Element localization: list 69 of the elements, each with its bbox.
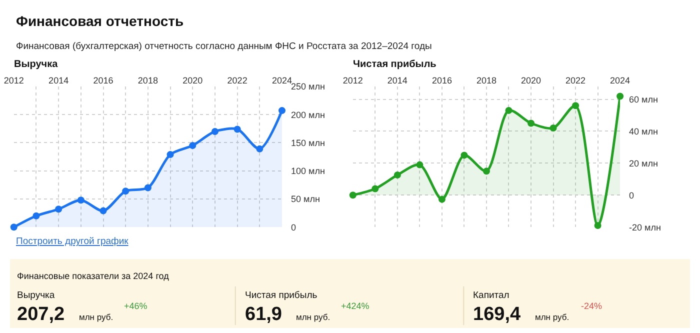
x-tick-label: 2020 [521, 76, 542, 86]
point [372, 185, 379, 192]
chart-title: Выручка [14, 59, 58, 70]
point [77, 196, 84, 204]
point [211, 128, 218, 135]
x-tick-label: 2016 [432, 76, 452, 86]
x-tick-label: 2014 [387, 76, 408, 86]
text: Чистая прибыль [245, 290, 318, 301]
y-tick-label: 150 млн [291, 138, 325, 148]
point [572, 102, 580, 110]
point [144, 184, 152, 192]
text: млн руб. [79, 312, 114, 322]
point [550, 124, 557, 132]
point [349, 192, 356, 199]
text: млн руб. [535, 312, 570, 322]
x-tick-label: 2012 [4, 76, 24, 86]
point [528, 120, 535, 127]
text: Финансовая отчетность [16, 13, 184, 29]
y-tick-label: 40 млн [629, 126, 658, 136]
point [482, 168, 490, 175]
text: +46% [124, 301, 148, 311]
y-tick-label: 60 млн [629, 94, 658, 104]
x-tick-label: 2012 [342, 76, 363, 86]
point [122, 188, 130, 195]
point [189, 142, 196, 150]
text: Финансовые показатели за 2024 год [17, 271, 170, 281]
x-tick-label: 2020 [182, 76, 203, 86]
text: Выручка [17, 290, 56, 301]
point [438, 196, 446, 203]
point [416, 161, 424, 168]
text: млн руб. [296, 312, 330, 322]
point [394, 172, 401, 179]
x-tick-label: 2022 [227, 76, 248, 86]
text: 169,4 [473, 304, 521, 325]
point [616, 92, 624, 100]
point [55, 206, 62, 213]
text: +424% [341, 301, 370, 311]
y-tick-label: 0 [291, 222, 296, 232]
text: 207,2 [17, 304, 65, 325]
point [505, 106, 512, 114]
text: -24% [581, 301, 602, 311]
y-tick-label: 100 млн [291, 166, 325, 176]
x-tick-label: 2024 [610, 76, 630, 86]
y-tick-label: -20 млн [629, 222, 662, 232]
point [234, 126, 241, 133]
x-tick-label: 2018 [476, 76, 496, 86]
point [594, 222, 602, 230]
point [278, 107, 286, 114]
point [256, 145, 264, 152]
x-tick-label: 2022 [566, 76, 586, 86]
y-tick-label: 0 [629, 190, 634, 200]
point [100, 207, 107, 214]
x-tick-label: 2018 [138, 76, 158, 86]
point [460, 152, 468, 159]
y-tick-label: 20 млн [629, 158, 658, 168]
text: Финансовая (бухгалтерская) отчетность согласно данным ФНС и Росстата за 2012–2024 годы [16, 41, 432, 52]
y-tick-label: 50 млн [291, 194, 320, 204]
x-tick-label: 2024 [272, 76, 292, 86]
chart-title: Чистая прибыль [353, 59, 436, 70]
y-tick-label: 250 млн [291, 82, 325, 92]
point [32, 212, 40, 220]
text: Построить другой график [16, 236, 130, 247]
x-tick-label: 2014 [48, 76, 69, 86]
point [166, 151, 174, 158]
point [10, 224, 18, 231]
x-tick-label: 2016 [93, 76, 114, 86]
text: 61,9 [245, 304, 282, 325]
y-tick-label: 200 млн [291, 110, 325, 120]
text: Капитал [473, 290, 510, 301]
